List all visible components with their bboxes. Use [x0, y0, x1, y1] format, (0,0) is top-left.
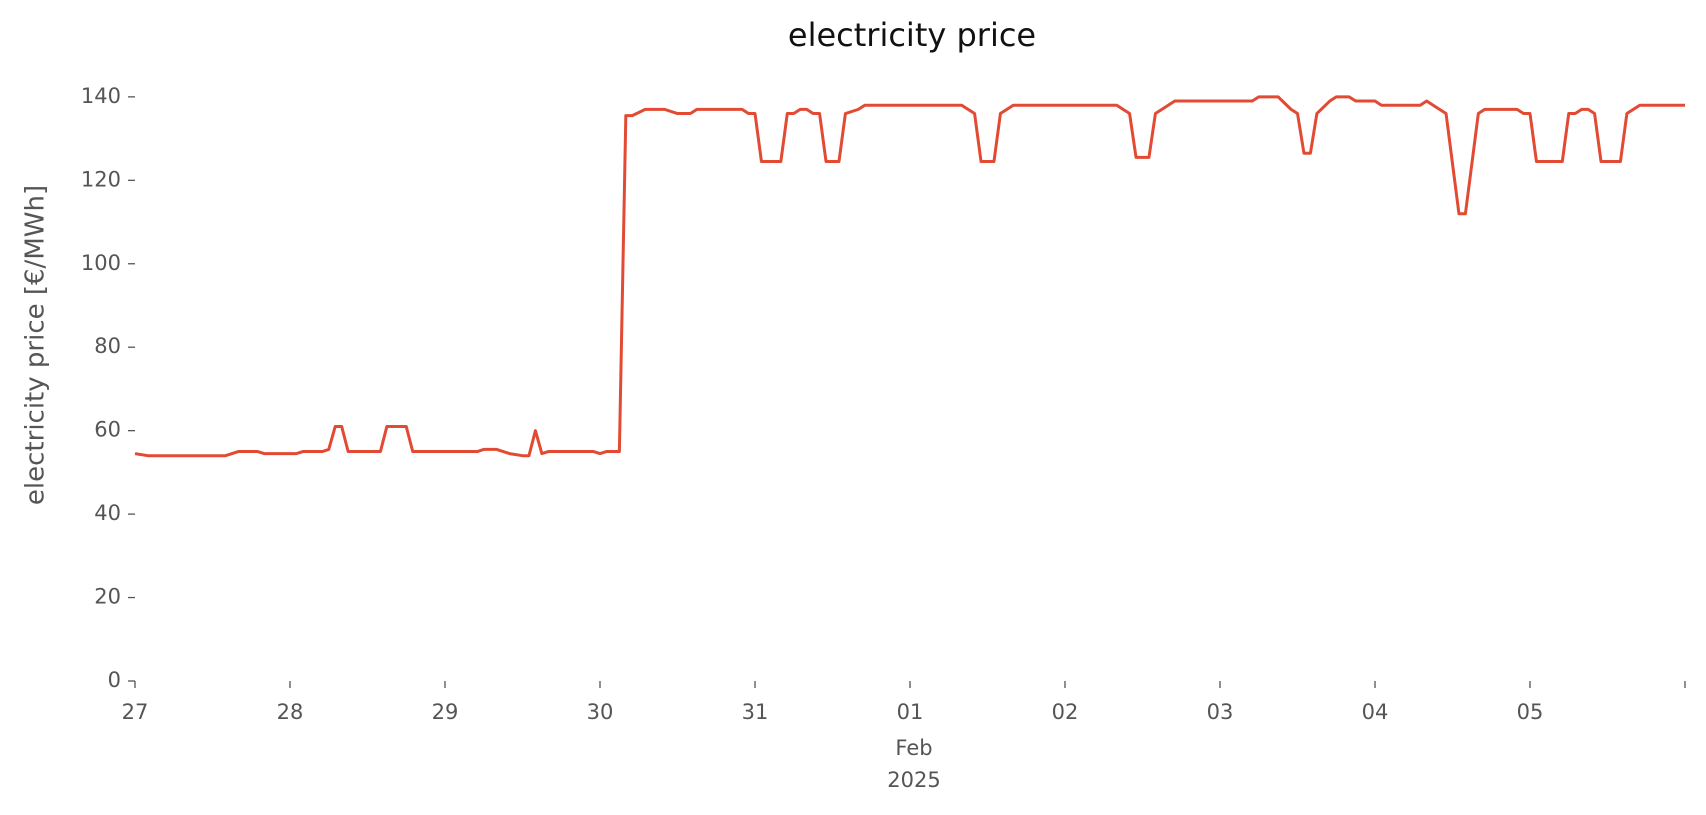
- x-tick-label: 03: [1207, 700, 1234, 724]
- y-axis-label: electricity price [€/MWh]: [21, 185, 51, 505]
- x-tick-label: 30: [587, 700, 614, 724]
- y-tick-label: 60: [94, 418, 121, 442]
- x-tick-label: 29: [432, 700, 459, 724]
- y-tick-label: 100: [81, 251, 121, 275]
- x-tick-label: 28: [277, 700, 304, 724]
- x-tick-label: 31: [742, 700, 769, 724]
- x-tick-label: 04: [1362, 700, 1389, 724]
- y-tick-label: 40: [94, 501, 121, 525]
- y-tick-label: 0: [108, 668, 121, 692]
- x-month-label: Feb: [895, 736, 932, 760]
- price-line: [134, 95, 1685, 458]
- chart-title: electricity price: [788, 16, 1036, 54]
- y-tick-label: 120: [81, 167, 121, 191]
- x-tick-label: 27: [122, 700, 149, 724]
- y-tick-label: 20: [94, 585, 121, 609]
- x-tick-label: 05: [1517, 700, 1544, 724]
- x-tick-label: 02: [1052, 700, 1079, 724]
- y-tick-label: 140: [81, 84, 121, 108]
- x-tick-label: 01: [897, 700, 924, 724]
- x-year-label: 2025: [887, 768, 940, 792]
- y-tick-label: 80: [94, 334, 121, 358]
